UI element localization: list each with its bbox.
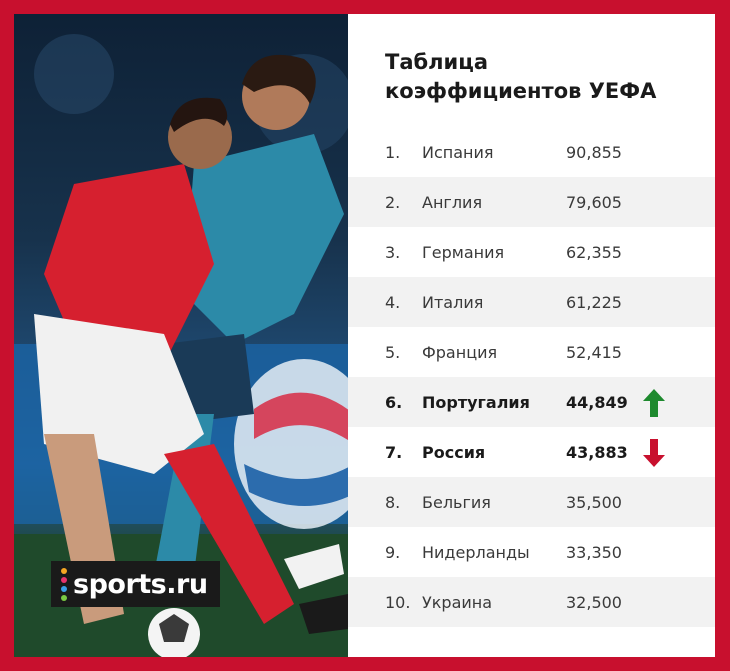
- ranking-panel: Таблица коэффициентов УЕФА 1. Испания 90…: [348, 14, 715, 657]
- table-row: 4. Италия 61,225: [348, 277, 715, 327]
- points: 43,883: [566, 442, 628, 462]
- rank: 1.: [385, 142, 401, 162]
- ranking-table: 1. Испания 90,855 2. Англия 79,605 3. Ге…: [348, 127, 715, 627]
- rank: 9.: [385, 542, 401, 562]
- table-row: 2. Англия 79,605: [348, 177, 715, 227]
- country: Россия: [422, 442, 486, 462]
- card-frame: sports.ru Таблица коэффициентов УЕФА 1. …: [14, 14, 715, 657]
- rank: 5.: [385, 342, 401, 362]
- rank: 8.: [385, 492, 401, 512]
- country: Англия: [422, 192, 483, 212]
- title-line-2: коэффициентов УЕФА: [385, 79, 657, 103]
- rank: 2.: [385, 192, 401, 212]
- points: 32,500: [566, 592, 622, 612]
- table-row-highlighted: 6. Португалия 44,849: [348, 377, 715, 427]
- points: 90,855: [566, 142, 622, 162]
- rank: 7.: [385, 442, 403, 462]
- title-line-1: Таблица: [385, 50, 488, 74]
- points: 35,500: [566, 492, 622, 512]
- points: 44,849: [566, 392, 628, 412]
- table-row-highlighted: 7. Россия 43,883: [348, 427, 715, 477]
- country: Германия: [422, 242, 505, 262]
- table-row: 1. Испания 90,855: [348, 127, 715, 177]
- country: Испания: [422, 142, 494, 162]
- match-photo: sports.ru: [14, 14, 348, 657]
- rank: 3.: [385, 242, 401, 262]
- points: 33,350: [566, 542, 622, 562]
- country: Украина: [422, 592, 493, 612]
- rank: 4.: [385, 292, 401, 312]
- rank: 6.: [385, 392, 403, 412]
- brand-dots-icon: [61, 567, 67, 601]
- table-row: 8. Бельгия 35,500: [348, 477, 715, 527]
- rank: 10.: [385, 592, 411, 612]
- table-row: 5. Франция 52,415: [348, 327, 715, 377]
- country: Франция: [422, 342, 498, 362]
- down-arrow-icon: [643, 439, 665, 467]
- brand-logo: sports.ru: [51, 561, 220, 607]
- points: 79,605: [566, 192, 622, 212]
- country: Италия: [422, 292, 484, 312]
- country: Бельгия: [422, 492, 491, 512]
- points: 62,355: [566, 242, 622, 262]
- points: 61,225: [566, 292, 622, 312]
- brand-name: sports.ru: [73, 568, 208, 600]
- points: 52,415: [566, 342, 622, 362]
- up-arrow-icon: [643, 389, 665, 417]
- panel-title: Таблица коэффициентов УЕФА: [385, 48, 656, 106]
- table-row: 3. Германия 62,355: [348, 227, 715, 277]
- country: Нидерланды: [422, 542, 530, 562]
- country: Португалия: [422, 392, 530, 412]
- table-row: 9. Нидерланды 33,350: [348, 527, 715, 577]
- table-row: 10. Украина 32,500: [348, 577, 715, 627]
